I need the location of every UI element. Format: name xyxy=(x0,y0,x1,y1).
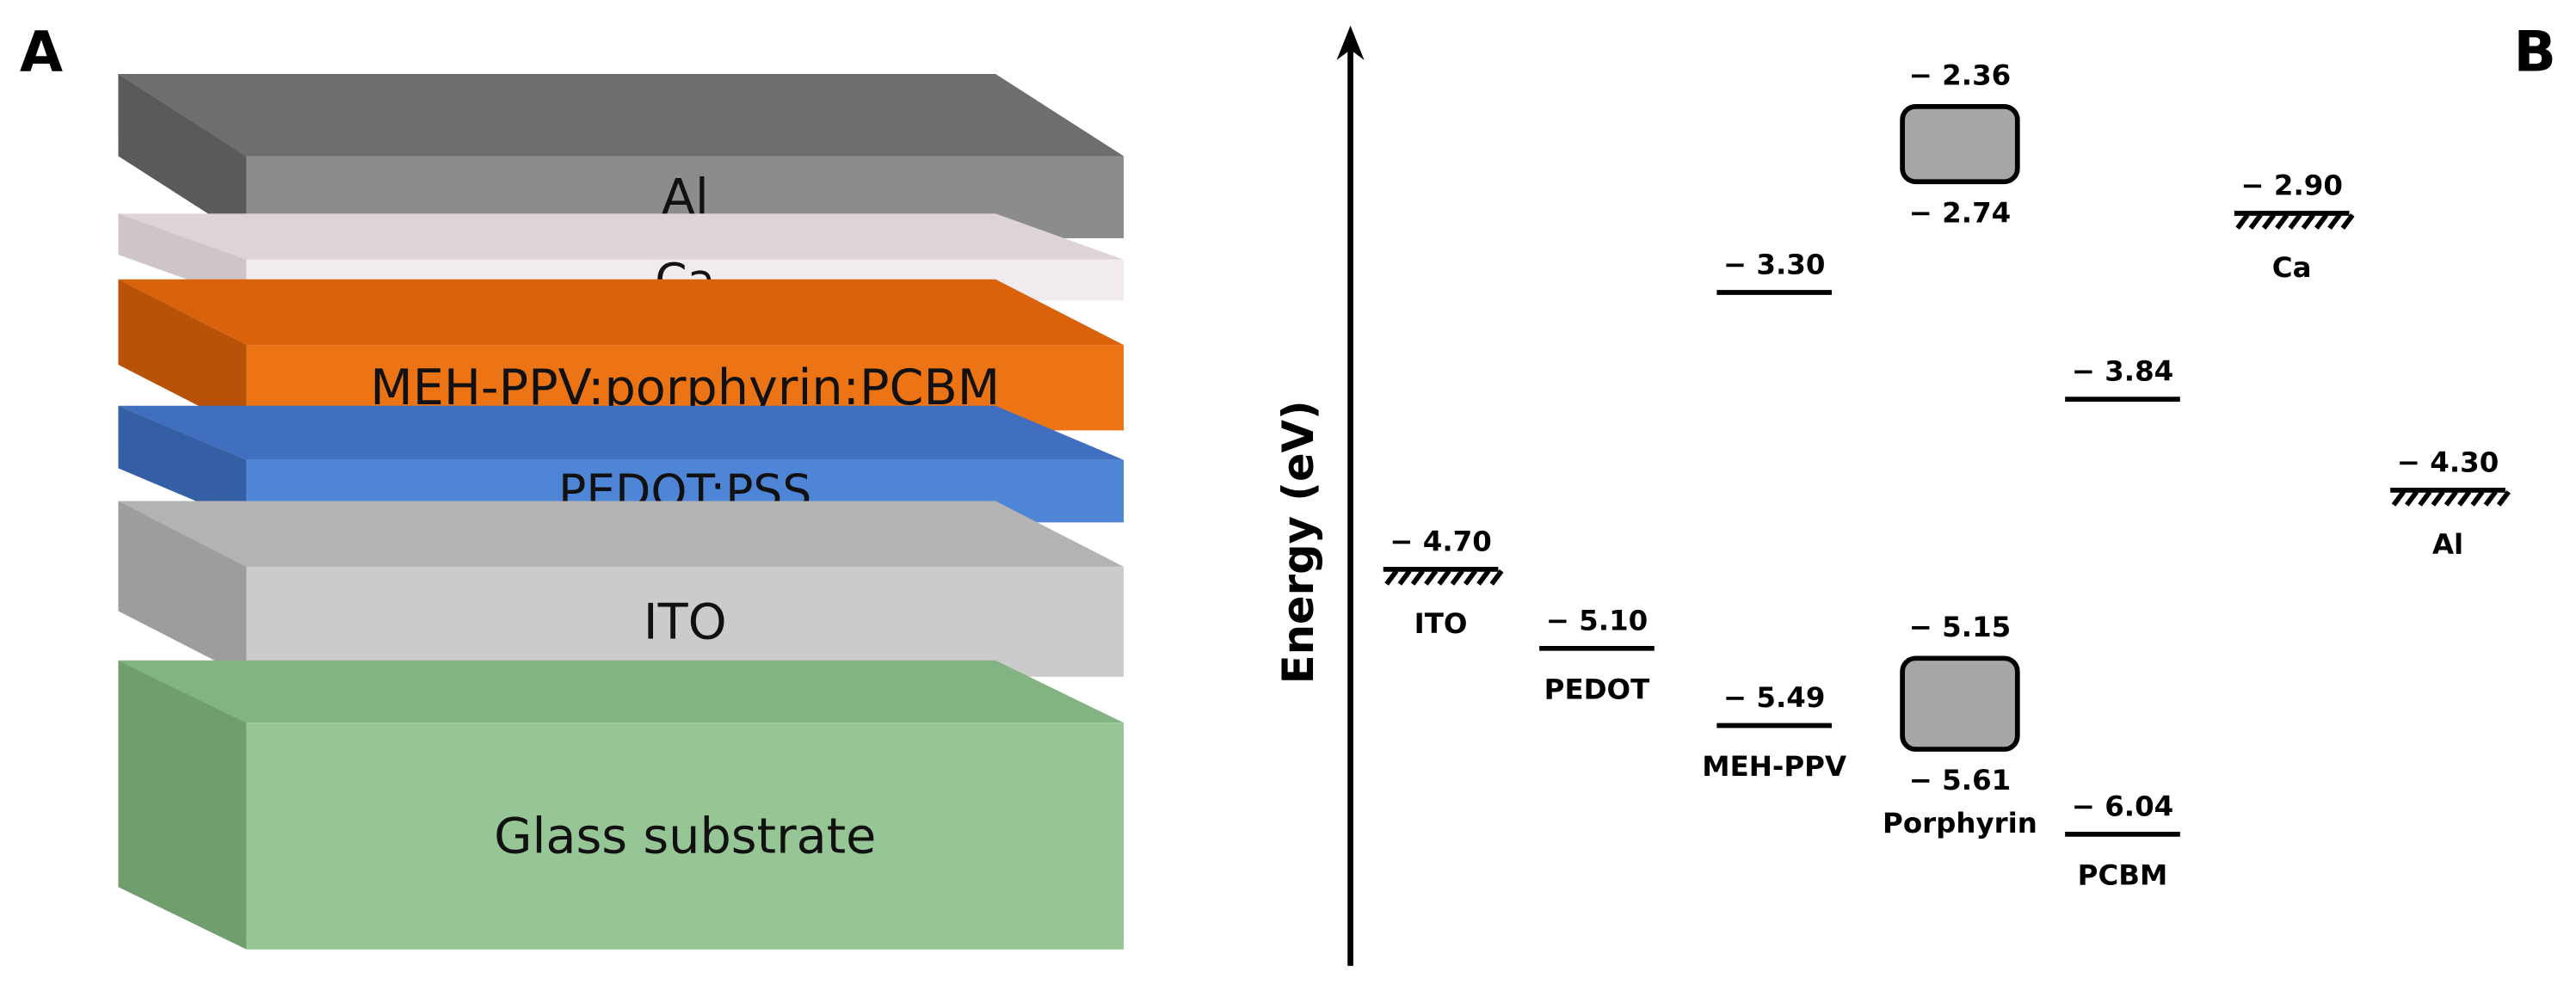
hatch xyxy=(2457,490,2472,507)
layer-side xyxy=(118,279,247,431)
panel-label: B xyxy=(2513,21,2555,85)
hatch xyxy=(2470,490,2485,507)
hatch xyxy=(1489,569,1504,586)
hatch xyxy=(2496,490,2511,507)
level-label: − 2.36 xyxy=(1909,59,2012,92)
axis-label: Energy (eV) xyxy=(1273,400,1323,684)
panel-label: A xyxy=(20,21,63,85)
layer-label: ITO xyxy=(644,593,727,650)
level-label: − 5.15 xyxy=(1909,611,2012,643)
material-label: PEDOT xyxy=(1544,673,1650,705)
layer-side xyxy=(118,501,247,677)
material-label: PCBM xyxy=(2078,859,2168,892)
layer-top xyxy=(118,279,1125,346)
material-label: MEH-PPV xyxy=(1702,750,1846,783)
hatch xyxy=(1424,569,1439,586)
hatch xyxy=(2483,490,2498,507)
energy-box xyxy=(1900,104,2020,185)
hatch xyxy=(1437,569,1451,586)
layer-side xyxy=(118,660,247,950)
hatch xyxy=(2431,490,2445,507)
hatch xyxy=(1463,569,1477,586)
level-label: − 3.30 xyxy=(1723,248,1826,280)
hatch xyxy=(1384,569,1399,586)
layer-label: Glass substrate xyxy=(494,807,876,864)
hatch xyxy=(1397,569,1412,586)
hatch xyxy=(2444,490,2458,507)
hatch xyxy=(2405,490,2419,507)
hatch xyxy=(2314,213,2329,230)
level-label: − 2.90 xyxy=(2240,169,2343,201)
hatch xyxy=(2275,213,2289,230)
layer-top xyxy=(118,213,1125,260)
level-label: − 5.10 xyxy=(1546,604,1649,637)
layer-front xyxy=(246,566,1125,677)
hatch xyxy=(2418,490,2432,507)
hatch xyxy=(2327,213,2342,230)
hatch xyxy=(1476,569,1491,586)
level-label: − 4.30 xyxy=(2397,446,2499,478)
layer-top xyxy=(118,74,1125,157)
hatch xyxy=(2288,213,2302,230)
level-label: − 2.74 xyxy=(1909,196,2012,229)
material-label: Al xyxy=(2432,528,2463,561)
hatch xyxy=(2340,213,2355,230)
energy-box xyxy=(1900,655,2020,752)
hatch xyxy=(2261,213,2276,230)
level-label: − 3.84 xyxy=(2072,355,2174,388)
level-label: − 6.04 xyxy=(2072,790,2174,822)
hatch xyxy=(2391,490,2406,507)
layer-front xyxy=(246,723,1125,950)
layer-top xyxy=(118,660,1125,723)
material-label: Porphyrin xyxy=(1883,807,2037,839)
layer-side xyxy=(118,74,247,238)
hatch xyxy=(2248,213,2263,230)
layer-side xyxy=(118,405,247,523)
layer-top xyxy=(118,405,1125,460)
hatch xyxy=(1450,569,1464,586)
hatch xyxy=(2301,213,2315,230)
hatch xyxy=(1410,569,1425,586)
layer-top xyxy=(118,501,1125,567)
level-label: − 5.61 xyxy=(1909,764,2012,796)
layer-side xyxy=(118,213,247,301)
material-label: ITO xyxy=(1414,607,1468,640)
level-label: − 5.49 xyxy=(1723,681,1826,714)
hatch xyxy=(2235,213,2250,230)
level-label: − 4.70 xyxy=(1390,525,1492,557)
material-label: Ca xyxy=(2272,251,2312,284)
